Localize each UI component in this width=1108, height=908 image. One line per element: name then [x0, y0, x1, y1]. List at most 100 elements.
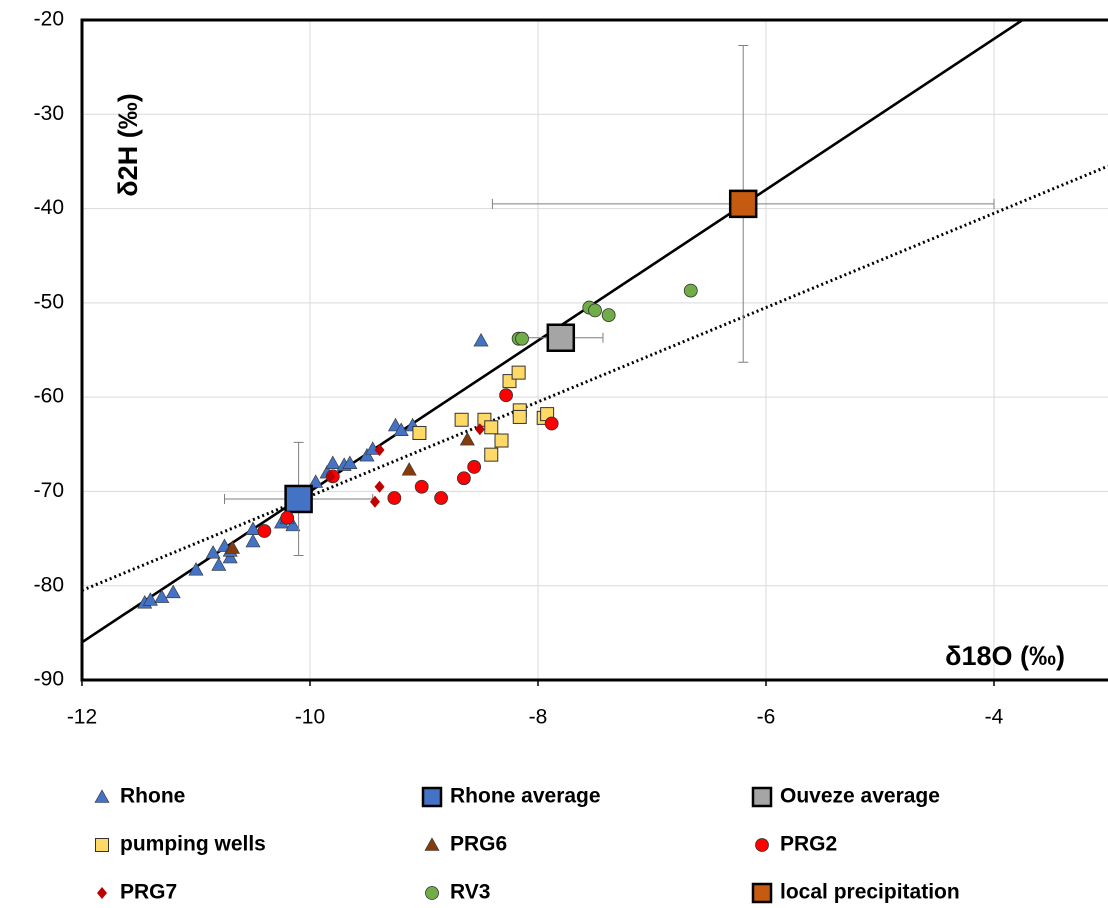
point: [280, 510, 295, 525]
point: [459, 431, 475, 446]
legend-label: PRG2: [780, 833, 837, 856]
point: [601, 308, 616, 323]
point: [325, 455, 341, 469]
series: [224, 431, 475, 554]
point: [188, 562, 204, 576]
point: [494, 433, 509, 448]
x-tick-label: -10: [295, 706, 325, 729]
legend-marker: [751, 786, 773, 808]
point: [142, 592, 158, 606]
legend-item: pumping wells: [95, 833, 266, 856]
legend-marker: [97, 887, 107, 899]
legend-label: local precipitation: [780, 881, 960, 904]
point: [374, 443, 385, 456]
legend-item: PRG2: [755, 833, 837, 856]
y-tick-label: -90: [34, 668, 64, 691]
point: [285, 517, 301, 532]
y-axis-label: δ2H (‰): [113, 93, 143, 196]
point: [211, 557, 227, 571]
point: [728, 189, 758, 219]
x-tick-label: -6: [757, 706, 776, 729]
point: [308, 474, 324, 488]
point: [374, 480, 385, 493]
legend-marker: [95, 838, 109, 852]
point: [205, 545, 221, 559]
point: [544, 416, 559, 431]
point: [434, 491, 449, 505]
marks: [137, 44, 995, 609]
legend-item: Rhone average: [421, 785, 601, 808]
legend-marker: [424, 837, 440, 851]
point: [359, 447, 375, 462]
series: [137, 332, 489, 609]
legend-item: local precipitation: [751, 881, 960, 904]
point: [546, 323, 576, 352]
point: [588, 303, 602, 318]
point: [474, 423, 485, 436]
legend-marker: [751, 882, 773, 904]
y-tick-label: -40: [34, 196, 64, 219]
legend-marker: [421, 786, 443, 808]
y-tick-label: -70: [34, 479, 64, 502]
point: [369, 495, 380, 508]
point: [414, 479, 429, 494]
series: [412, 365, 555, 462]
series: [491, 44, 995, 363]
grid: -12 -10 -8 -6 -4 -90 -80 -70 -60 -50 -40 -30 -20: [34, 8, 1108, 729]
point: [245, 533, 261, 548]
point: [325, 470, 336, 483]
y-tick-label: -80: [34, 573, 64, 596]
point: [454, 412, 469, 427]
legend-label: Ouveze average: [780, 785, 940, 808]
series: [511, 283, 698, 346]
point: [512, 409, 527, 424]
point: [467, 460, 482, 474]
y-tick-label: -20: [34, 8, 64, 31]
point: [499, 388, 513, 403]
point: [257, 524, 272, 538]
series: [257, 388, 559, 538]
point: [342, 455, 358, 469]
legend-label: PRG7: [120, 881, 177, 904]
legend-marker: [755, 838, 769, 852]
legend: Rhone Rhone average Ouveze average pumping …: [94, 785, 960, 904]
y-tick-label: -50: [34, 290, 64, 313]
legend-label: PRG6: [450, 833, 507, 856]
y-tick-label: -30: [34, 102, 64, 125]
point: [484, 447, 499, 462]
point: [401, 462, 417, 476]
x-tick-label: -4: [985, 706, 1004, 729]
point: [412, 425, 427, 440]
legend-item: PRG6: [424, 833, 507, 856]
point: [245, 521, 261, 535]
point: [473, 332, 489, 347]
point: [511, 365, 526, 380]
x-tick-label: -8: [529, 706, 548, 729]
point: [154, 589, 170, 603]
point: [393, 422, 409, 436]
legend-label: Rhone: [120, 785, 185, 808]
legend-item: RV3: [425, 881, 490, 904]
point: [456, 471, 471, 486]
legend-item: Ouveze average: [751, 785, 940, 808]
legend-label: pumping wells: [120, 833, 266, 856]
legend-marker: [94, 789, 110, 803]
point: [222, 549, 238, 564]
y-tick-label: -60: [34, 385, 64, 408]
point: [484, 420, 499, 435]
plot-frame: [80, 18, 1108, 682]
point: [387, 491, 402, 505]
legend-item: PRG7: [97, 881, 177, 904]
series: [325, 423, 485, 508]
reference-line: [82, 164, 1108, 592]
legend-label: RV3: [450, 881, 490, 904]
point: [224, 540, 240, 554]
legend-item: Rhone: [94, 785, 185, 808]
point: [683, 283, 698, 298]
x-axis-label: δ18O (‰): [945, 641, 1065, 671]
x-tick-label: -12: [67, 706, 97, 729]
point: [284, 484, 313, 514]
legend-marker: [425, 886, 439, 900]
